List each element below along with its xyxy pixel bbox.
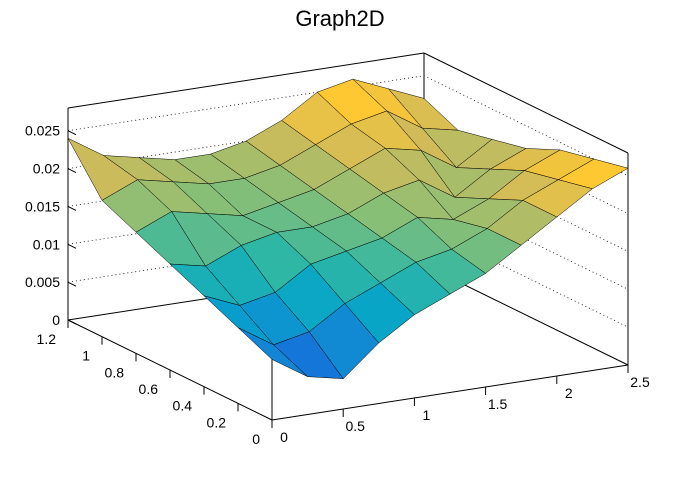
z-tick-label: 0.025 [25, 123, 60, 139]
x-tick-label: 2.5 [630, 374, 650, 390]
y-tick-label: 0 [252, 431, 260, 447]
y-tick-label: 0.8 [105, 364, 125, 380]
y-tick-label: 0.2 [207, 414, 227, 430]
z-tick [67, 205, 77, 211]
y-tick-label: 0.6 [139, 381, 159, 397]
z-tick [67, 243, 77, 249]
surface-cell [237, 327, 308, 377]
x-tick-label: 0.5 [345, 418, 365, 434]
z-tick [67, 281, 77, 287]
z-tick [67, 130, 77, 136]
x-tick-label: 1 [423, 407, 431, 423]
x-tick-label: 2 [565, 385, 573, 401]
x-tick-label: 1.5 [488, 396, 508, 412]
z-tick-label: 0.01 [33, 236, 60, 252]
box-edge [423, 52, 629, 154]
y-tick-label: 0.4 [173, 398, 193, 414]
box-edge [67, 52, 425, 109]
y-tick-label: 1 [82, 348, 90, 364]
z-tick-label: 0.015 [25, 198, 60, 214]
z-tick-label: 0.02 [33, 161, 60, 177]
z-tick-label: 0.005 [25, 274, 60, 290]
y-tick-label: 1.2 [37, 331, 57, 347]
x-axis [271, 364, 629, 421]
x-tick-label: 0 [280, 429, 288, 445]
z-tick [67, 168, 77, 174]
z-tick-label: 0 [52, 312, 60, 328]
chart-title: Graph2D [295, 6, 384, 31]
